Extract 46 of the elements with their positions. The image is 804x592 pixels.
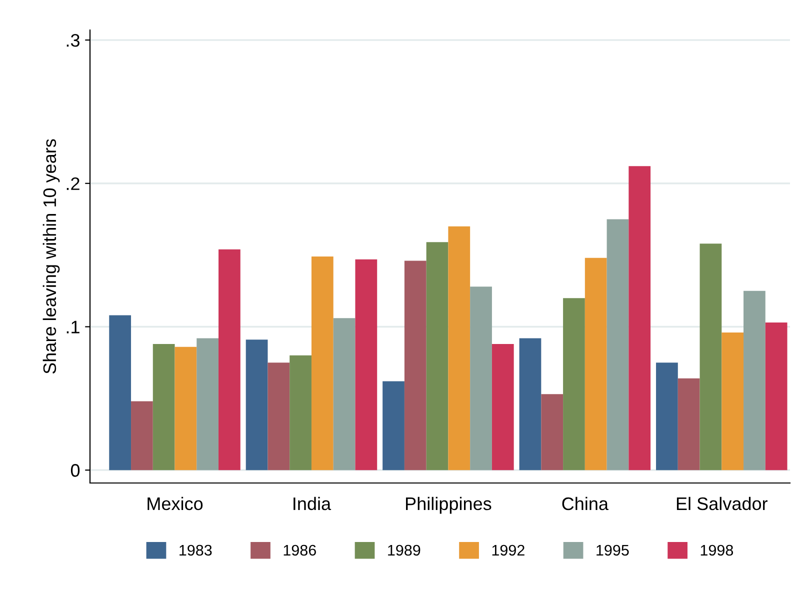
legend-label: 1992 <box>492 544 524 556</box>
bar <box>448 226 470 470</box>
x-tick-label: China <box>562 496 609 510</box>
legend-label: 1998 <box>700 544 734 556</box>
legend-label: 1983 <box>180 544 212 556</box>
x-tick-label: Philippines <box>406 496 492 514</box>
bar <box>333 318 356 470</box>
bar <box>152 344 175 470</box>
bar <box>541 394 564 470</box>
bar <box>109 315 132 470</box>
bar <box>382 381 404 470</box>
bar <box>174 346 197 470</box>
bar <box>246 340 268 470</box>
bar <box>426 242 448 470</box>
bar <box>722 332 744 470</box>
y-tick-label: .3 <box>66 34 80 47</box>
bar <box>744 290 766 470</box>
legend-label: 1989 <box>388 544 420 556</box>
bar <box>628 166 651 470</box>
y-tick-label: 0 <box>70 464 80 477</box>
bar <box>311 256 334 470</box>
y-tick-label: .2 <box>66 177 80 190</box>
bar <box>196 338 219 470</box>
x-tick-label: India <box>294 496 332 510</box>
x-tick-label: Mexico <box>148 496 203 510</box>
bar <box>700 244 722 470</box>
legend-label: 1986 <box>284 544 316 556</box>
bar <box>678 378 700 470</box>
bar <box>218 249 240 470</box>
bar <box>268 362 290 470</box>
legend-label: 1995 <box>596 544 629 556</box>
bar <box>606 219 629 470</box>
bar <box>584 258 607 470</box>
bar <box>519 338 542 470</box>
bar <box>404 260 426 470</box>
bar <box>131 401 153 470</box>
y-tick-label: .1 <box>66 320 80 334</box>
x-tick-label: El Salvador <box>676 496 768 510</box>
bar <box>492 344 514 470</box>
bar <box>765 322 788 470</box>
y-axis-title: Share leaving within 10 years <box>42 139 60 374</box>
bar <box>290 355 312 470</box>
bar <box>355 259 378 470</box>
bar <box>470 286 492 470</box>
bar <box>563 298 585 470</box>
bar <box>656 362 678 470</box>
